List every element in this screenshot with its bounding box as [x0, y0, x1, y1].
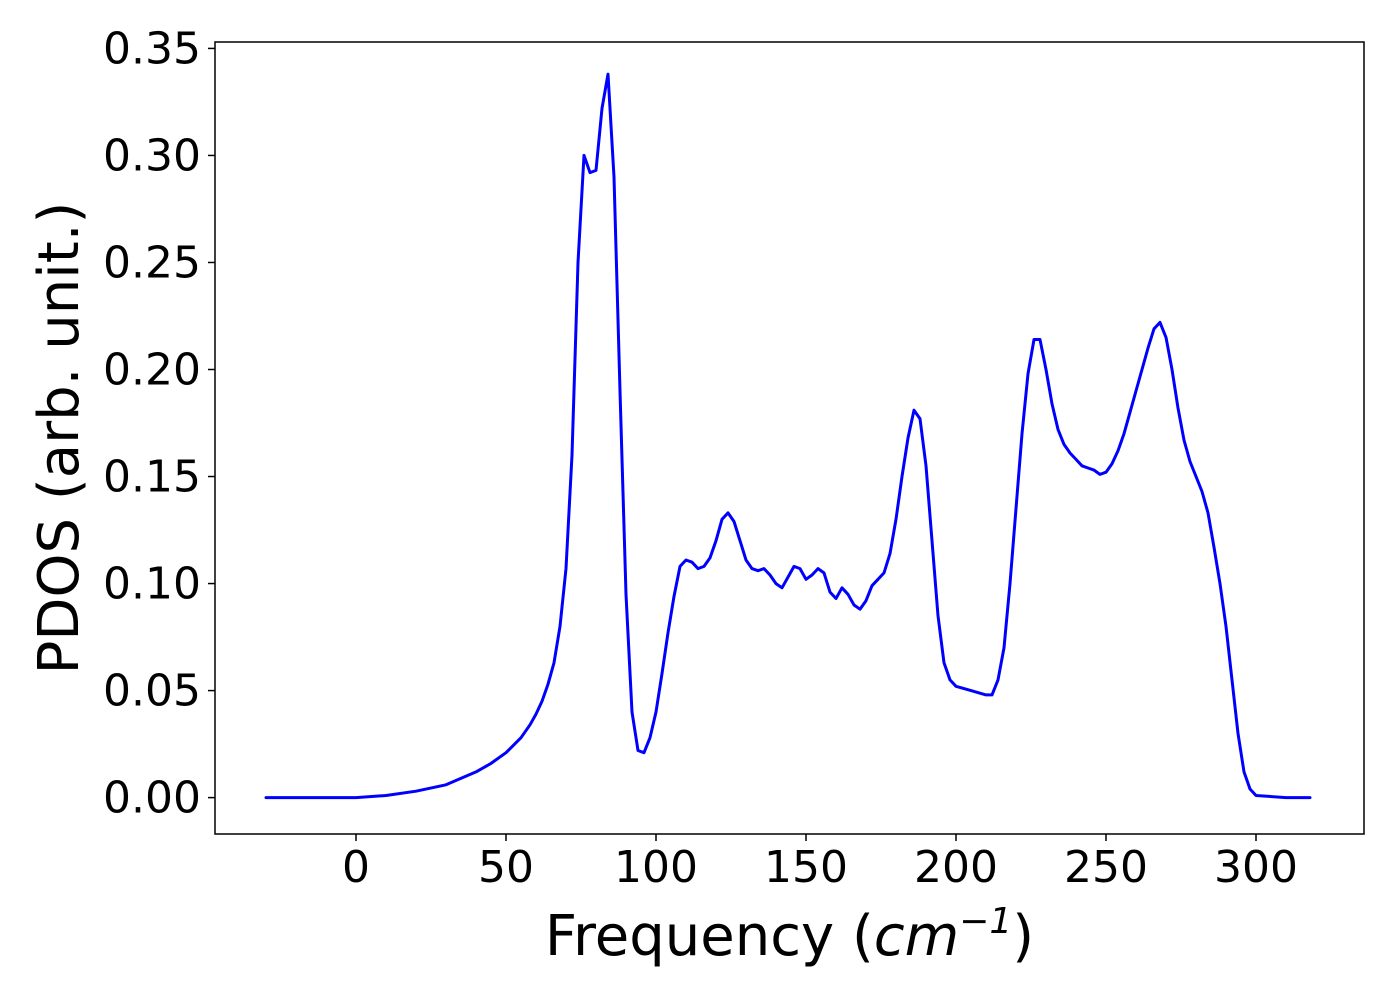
y-tick-label: 0.25	[103, 237, 201, 288]
x-tick-label: 250	[1064, 842, 1148, 893]
x-axis-label: Frequency (cm−1)	[545, 901, 1034, 969]
x-tick-label: 100	[614, 842, 698, 893]
y-tick-label: 0.00	[103, 773, 201, 824]
x-axis-label-exponent: −1	[959, 901, 1012, 942]
x-axis-label-math: cm	[874, 904, 959, 969]
x-axis-label-close: )	[1012, 904, 1034, 969]
y-tick-label: 0.10	[103, 559, 201, 610]
x-axis-label-text: Frequency (	[545, 904, 874, 969]
x-tick-label: 150	[764, 842, 848, 893]
y-tick-label: 0.15	[103, 452, 201, 503]
x-tick-label: 200	[914, 842, 998, 893]
y-tick-label: 0.05	[103, 666, 201, 717]
y-axis-label: PDOS (arb. unit.)	[27, 202, 92, 675]
y-tick-label: 0.30	[103, 130, 201, 181]
y-tick-label: 0.35	[103, 23, 201, 74]
plot-area-frame	[214, 41, 1365, 835]
x-tick-label: 300	[1214, 842, 1298, 893]
ticks-layer: 0 50 100 150 200 250 300 0.00 0.05 0.10 0.15 0.20 0.…	[103, 23, 1298, 893]
y-tick-label: 0.20	[103, 345, 201, 396]
x-tick-label: 50	[478, 842, 534, 893]
pdos-series-line	[264, 72, 1312, 800]
x-tick-label: 0	[342, 842, 370, 893]
